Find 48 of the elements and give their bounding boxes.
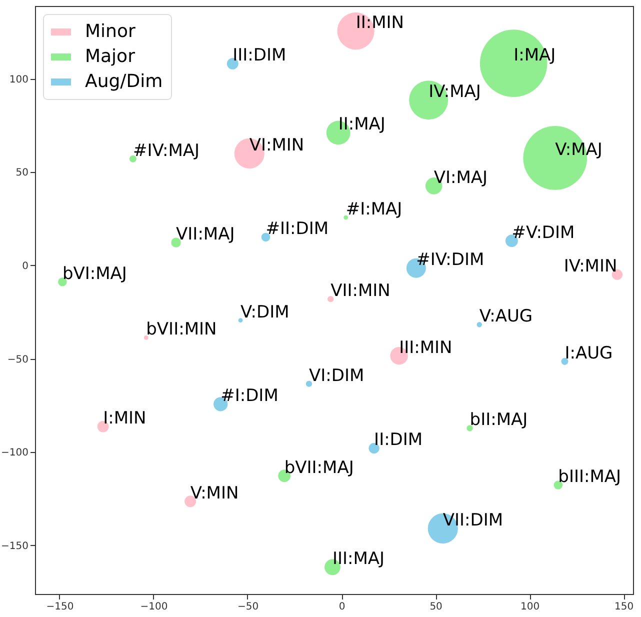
y-tick-label: 100 <box>9 74 28 86</box>
x-tick-label: −150 <box>46 602 74 612</box>
annotation: #IV:MAJ <box>132 140 200 161</box>
annotation: I:MIN <box>103 408 146 429</box>
x-tick-label: 150 <box>614 602 634 612</box>
annotation: bIII:MAJ <box>558 466 622 487</box>
y-tick-label: 0 <box>22 260 28 272</box>
y-tick-label: −100 <box>1 448 28 459</box>
annotation: VII:DIM <box>442 510 504 530</box>
annotation: V:DIM <box>240 302 290 322</box>
annotation: II:DIM <box>374 430 423 450</box>
annotation: #II:DIM <box>266 219 329 240</box>
annotation: bVI:MAJ <box>62 264 127 284</box>
annotation: I:MAJ <box>514 45 556 66</box>
annotation: III:DIM <box>232 46 286 66</box>
y-tick-label: −50 <box>7 354 28 366</box>
annotation: III:MAJ <box>332 549 385 570</box>
annotation: VI:DIM <box>308 366 364 386</box>
annotation: V:AUG <box>479 306 533 327</box>
annotation: VII:MIN <box>330 281 390 302</box>
x-tick-label: −50 <box>237 602 259 612</box>
annotation: #IV:DIM <box>416 250 484 270</box>
annotation: III:MIN <box>399 338 452 358</box>
x-tick-label: 50 <box>430 602 442 612</box>
annotation: IV:MIN <box>564 256 618 277</box>
legend-label: Major <box>85 46 136 67</box>
annotation: V:MAJ <box>555 140 602 160</box>
annotation: #V:DIM <box>512 222 575 243</box>
annotation: II:MAJ <box>338 114 386 135</box>
annotation: bII:MAJ <box>470 410 528 430</box>
x-tick-label: 100 <box>520 602 540 612</box>
annotation: #I:MAJ <box>346 199 402 220</box>
legend-label: Aug/Dim <box>85 71 163 92</box>
annotation: bVII:MIN <box>146 320 217 340</box>
x-tick-label: 0 <box>338 602 346 612</box>
y-tick-label: −150 <box>1 540 28 552</box>
annotation: V:MIN <box>190 483 239 504</box>
y-tick-label: 50 <box>16 168 28 179</box>
annotation: VI:MAJ <box>434 168 488 188</box>
annotation: VII:MAJ <box>176 224 235 245</box>
annotation: II:MIN <box>356 13 404 34</box>
annotation: VI:MIN <box>249 135 304 156</box>
annotation: IV:MAJ <box>428 82 481 102</box>
x-tick-label: −100 <box>140 602 168 612</box>
legend-label: Minor <box>85 21 136 42</box>
annotation: #I:DIM <box>220 386 278 406</box>
annotation: bVII:MAJ <box>284 458 354 478</box>
annotation: I:AUG <box>564 343 613 364</box>
